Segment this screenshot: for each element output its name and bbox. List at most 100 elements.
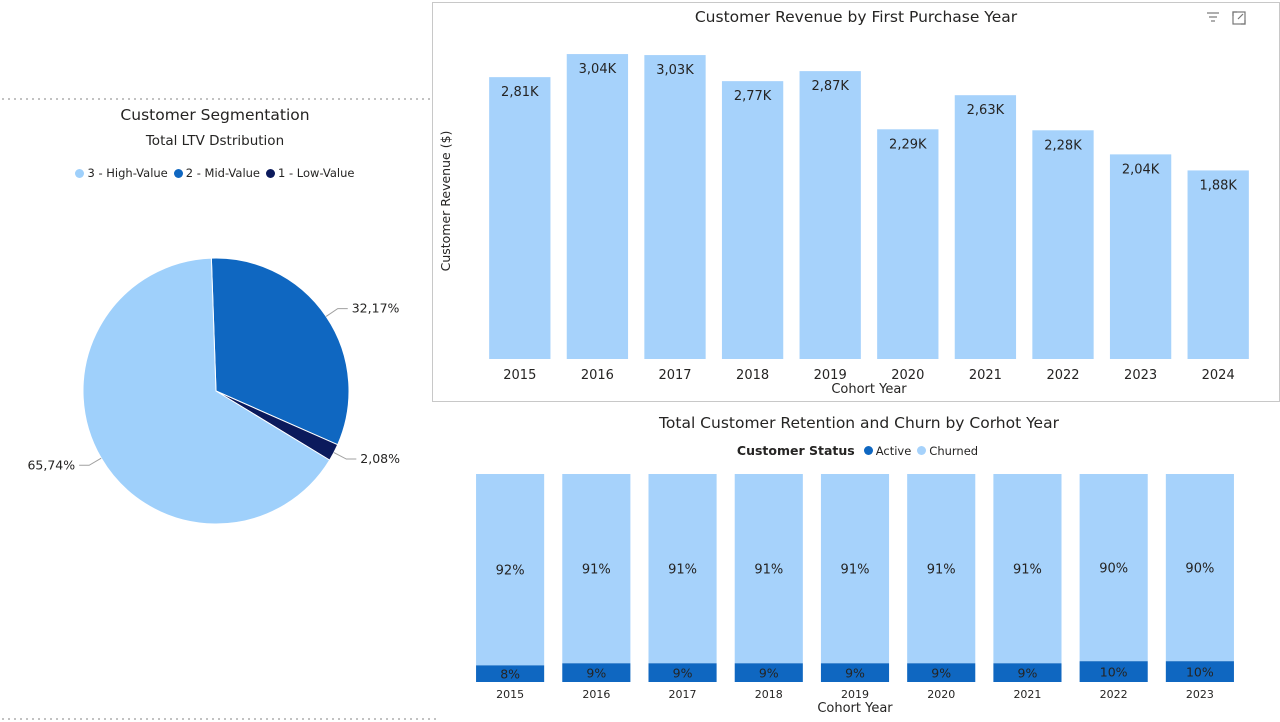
revenue-data-label: 2,29K	[889, 137, 927, 152]
revenue-data-label: 2,28K	[1044, 138, 1082, 153]
x-tick-label: 2021	[969, 368, 1002, 383]
revenue-bar[interactable]	[644, 55, 706, 360]
revenue-bar[interactable]	[799, 71, 861, 360]
x-tick-label: 2020	[927, 688, 955, 701]
filter-icon[interactable]	[1204, 9, 1222, 27]
revenue-bar[interactable]	[1032, 130, 1094, 359]
x-tick-label: 2016	[581, 368, 614, 383]
active-bar-segment[interactable]	[476, 665, 545, 682]
active-bar-segment[interactable]	[648, 663, 717, 682]
revenue-bar[interactable]	[489, 77, 551, 360]
active-bar-segment[interactable]	[907, 663, 976, 682]
retention-legend: Customer Status Active Churned	[440, 443, 1278, 458]
legend-item-churned[interactable]: Churned	[917, 444, 978, 458]
x-tick-label: 2020	[891, 368, 924, 383]
revenue-data-label: 3,03K	[656, 63, 694, 78]
retention-card[interactable]: Total Customer Retention and Churn by Co…	[440, 402, 1278, 720]
active-data-label: 10%	[1186, 665, 1214, 680]
churned-bar-segment[interactable]	[476, 474, 545, 666]
x-tick-label: 2017	[669, 688, 697, 701]
churned-bar-segment[interactable]	[734, 474, 803, 664]
active-bar-segment[interactable]	[1165, 661, 1234, 682]
churned-bar-segment[interactable]	[648, 474, 717, 664]
active-data-label: 8%	[500, 667, 520, 682]
revenue-bar[interactable]	[721, 81, 784, 359]
churned-data-label: 91%	[1013, 563, 1042, 578]
legend-item-segment-2[interactable]: 2 - Mid-Value	[173, 166, 260, 180]
pie-leader-line	[333, 452, 357, 460]
pie-leader-line	[325, 308, 348, 317]
revenue-data-label: 2,81K	[501, 85, 539, 100]
segmentation-legend: 3 - High-Value 2 - Mid-Value 1 - Low-Value	[0, 166, 430, 181]
revenue-bar[interactable]	[877, 129, 939, 359]
focus-mode-icon[interactable]	[1230, 9, 1248, 27]
revenue-bar[interactable]	[1187, 170, 1249, 359]
revenue-card[interactable]: Customer Revenue by First Purchase Year …	[432, 2, 1280, 402]
x-tick-label: 2024	[1202, 368, 1235, 383]
legend-item-segment-1[interactable]: 3 - High-Value	[75, 166, 168, 180]
legend-label: Active	[875, 443, 912, 458]
pie-data-label: 65,74%	[27, 457, 75, 472]
churned-bar-segment[interactable]	[993, 474, 1062, 664]
active-data-label: 9%	[845, 666, 865, 681]
x-tick-label: 2021	[1013, 688, 1041, 701]
legend-marker-icon	[917, 446, 927, 455]
x-tick-label: 2022	[1100, 688, 1128, 701]
churned-data-label: 90%	[1185, 562, 1214, 577]
x-axis-title: Cohort Year	[831, 382, 907, 397]
segmentation-title: Customer Segmentation	[120, 106, 310, 124]
pie-leader-line	[79, 457, 102, 466]
x-axis-title: Cohort Year	[817, 701, 893, 716]
legend-item-active[interactable]: Active	[863, 443, 912, 458]
legend-title: Customer Status	[736, 443, 855, 458]
revenue-data-label: 2,87K	[811, 79, 849, 94]
churned-data-label: 91%	[841, 563, 870, 578]
retention-stacked-chart: 92% 8% 2015 91% 9% 2016 91% 9% 2017 91% 9% 2018 91% 9…	[476, 474, 1234, 716]
churned-bar-segment[interactable]	[1165, 474, 1234, 662]
x-tick-label: 2016	[582, 688, 610, 701]
active-data-label: 9%	[586, 666, 606, 681]
pie-data-label: 32,17%	[352, 301, 400, 316]
x-tick-label: 2017	[658, 368, 691, 383]
active-data-label: 9%	[1018, 666, 1038, 681]
active-data-label: 9%	[931, 666, 951, 681]
churned-data-label: 91%	[668, 563, 697, 578]
legend-marker-icon	[863, 446, 873, 455]
y-axis-title: Customer Revenue ($)	[438, 131, 453, 272]
retention-title: Total Customer Retention and Churn by Co…	[659, 414, 1059, 432]
revenue-data-label: 2,63K	[967, 103, 1005, 118]
segmentation-card[interactable]: Customer Segmentation Total LTV Dstribut…	[0, 100, 430, 600]
canvas-grid-dots	[0, 716, 470, 722]
active-bar-segment[interactable]	[993, 663, 1062, 682]
revenue-bar[interactable]	[954, 95, 1017, 360]
x-tick-label: 2023	[1186, 688, 1214, 701]
revenue-data-label: 2,04K	[1122, 162, 1160, 177]
churned-data-label: 91%	[582, 563, 611, 578]
churned-bar-segment[interactable]	[1079, 474, 1148, 662]
revenue-title: Customer Revenue by First Purchase Year	[694, 8, 1018, 26]
churned-data-label: 92%	[496, 564, 525, 579]
churned-data-label: 90%	[1099, 562, 1128, 577]
legend-marker-icon	[266, 168, 276, 178]
churned-bar-segment[interactable]	[907, 474, 976, 664]
revenue-data-label: 3,04K	[579, 62, 617, 77]
active-bar-segment[interactable]	[1079, 661, 1148, 682]
active-data-label: 10%	[1100, 665, 1128, 680]
legend-item-segment-3[interactable]: 1 - Low-Value	[266, 166, 355, 180]
active-bar-segment[interactable]	[734, 663, 803, 682]
active-data-label: 9%	[673, 666, 693, 681]
segmentation-subtitle: Total LTV Dstribution	[145, 133, 285, 149]
legend-label: Churned	[929, 443, 979, 458]
x-tick-label: 2015	[496, 688, 524, 701]
pie-data-label: 2,08%	[360, 451, 400, 466]
churned-bar-segment[interactable]	[820, 474, 890, 664]
churned-bar-segment[interactable]	[562, 474, 631, 664]
active-bar-segment[interactable]	[562, 663, 631, 682]
revenue-bar[interactable]	[1109, 154, 1172, 359]
legend-label: 1 - Low-Value	[278, 166, 355, 180]
revenue-bar[interactable]	[566, 54, 629, 360]
x-tick-label: 2018	[755, 688, 783, 701]
legend-label: 3 - High-Value	[87, 166, 168, 180]
active-bar-segment[interactable]	[820, 663, 890, 682]
x-tick-label: 2019	[814, 368, 847, 383]
